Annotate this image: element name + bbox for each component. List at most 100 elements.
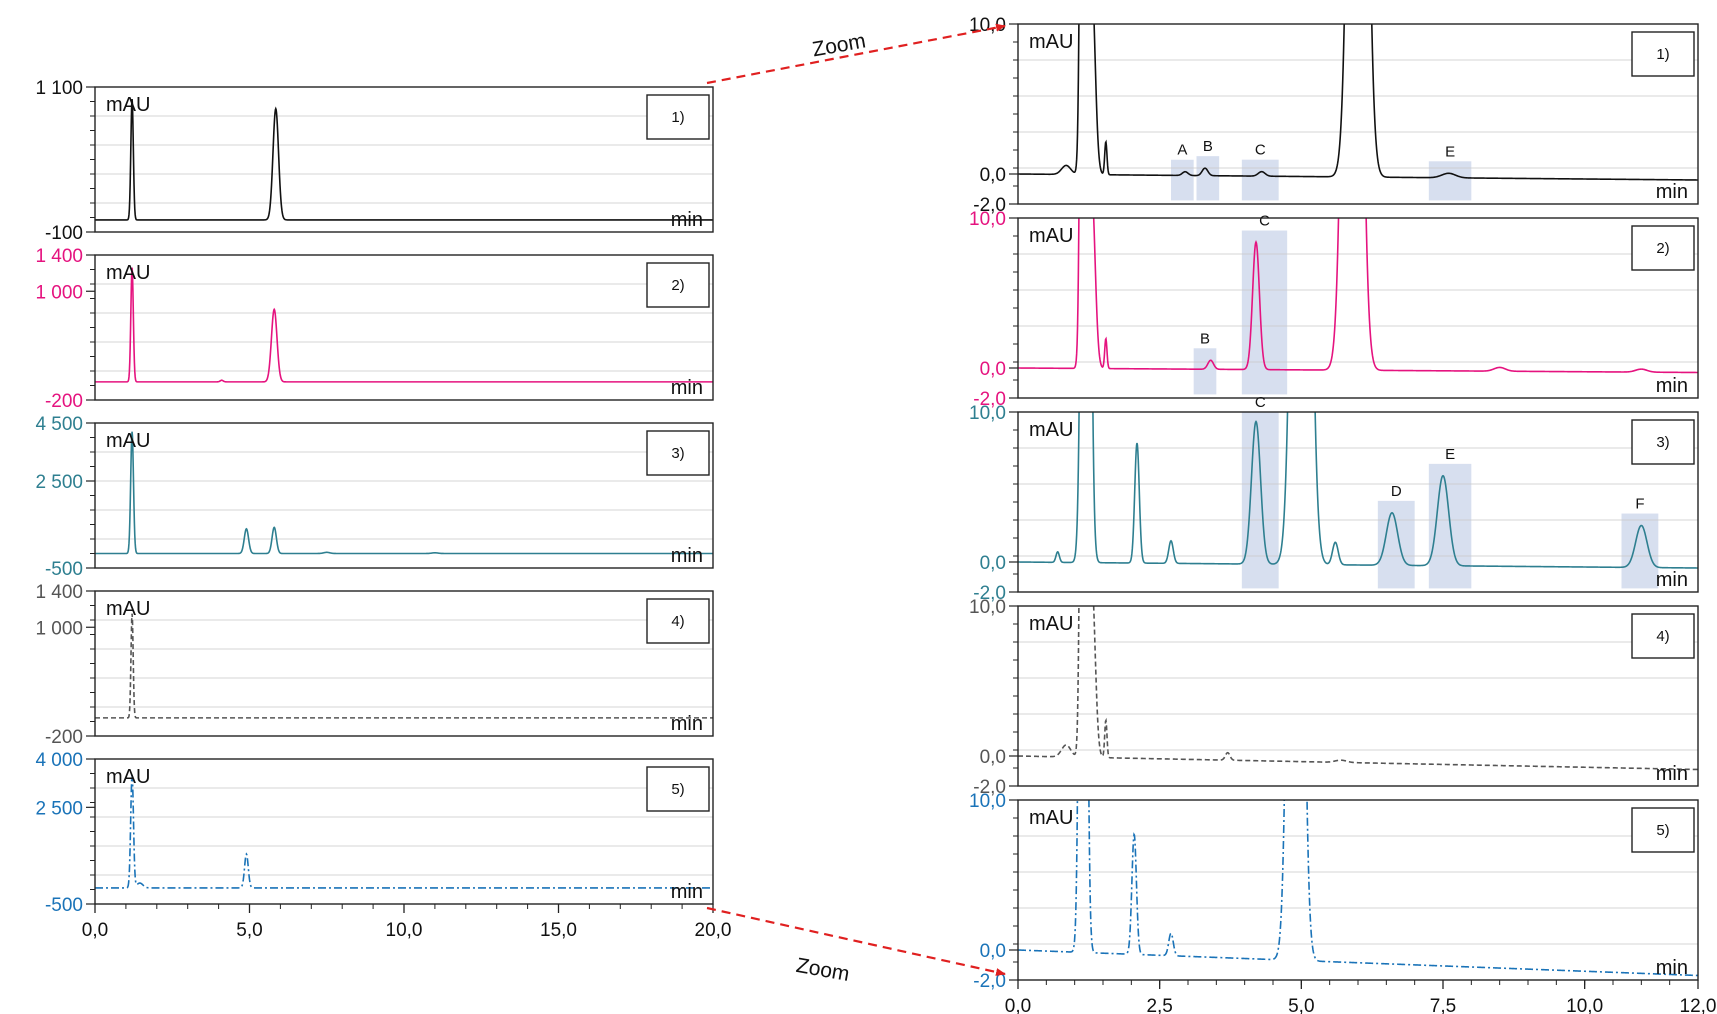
right-ytick-label: -2,0 [973,583,1006,604]
right-ytick-label: 10,0 [969,791,1006,812]
left-ytick-label: 2 500 [35,472,83,493]
peak-highlight-a [1171,159,1194,201]
right-ytick-label: -2,0 [973,195,1006,216]
left-panel-2: 1 400 1 000 -200 mAU min 2) [35,246,714,412]
left-panel-label-box-4 [646,598,710,644]
peak-label-c: C [1259,213,1270,230]
left-ytick-label: -500 [45,559,83,580]
left-trace-3 [95,431,713,555]
zoom-arrow-top [706,23,1006,85]
right-ytick-label: 10,0 [969,403,1006,424]
left-ytick-label: 2 500 [35,798,83,819]
peak-label-c: C [1255,142,1266,159]
right-panel-frame [1017,23,1699,205]
peak-highlight-c [1241,412,1279,589]
right-panel-label-2: 2) [1656,240,1669,257]
right-panel-label-1: 1) [1656,46,1669,63]
right-trace-1 [1018,24,1698,181]
right-ytick-label: -2,0 [973,389,1006,410]
right-xlabel-5: min [1656,957,1688,979]
right-ytick-label: 0,0 [980,359,1006,380]
right-panel-label-4: 4) [1656,628,1669,645]
left-panel-label-5: 5) [671,781,684,798]
right-ytick-label: 0,0 [980,941,1006,962]
right-panel-2: B C 10,0 0,0 -2,0 mAU min 2) [969,209,1699,410]
right-trace-3 [1018,412,1698,569]
right-xlabel-1: min [1656,181,1688,203]
right-ylabel-4: mAU [1029,613,1073,635]
left-panel-label-box-3 [646,430,710,476]
left-panel-label-3: 3) [671,445,684,462]
left-panel-label-box-5 [646,766,710,812]
right-ylabel-1: mAU [1029,31,1073,53]
left-panel-frame [94,86,714,233]
peak-highlight-c [1241,159,1279,201]
right-xtick-label: 10,0 [1566,996,1603,1014]
left-ytick-label: -200 [45,391,83,412]
peak-label-b: B [1200,330,1210,347]
right-ytick-label: 0,0 [980,747,1006,768]
left-panel-1: 1 100 -100 mAU min 1) [35,78,714,244]
right-ytick-label: 0,0 [980,553,1006,574]
zoomed-chromatogram-chart: A B C E10,00,0-2,0mAUmin1)BC10,00,0-2,0mAUm… [969,15,1717,1014]
right-panel-label-box-2 [1631,225,1695,271]
full-chromatogram-chart: 1 100 -100 mAU min 1) 1 400 1 000 -200 mAU min 2) 4… [35,78,731,941]
left-ytick-label: 1 000 [35,282,83,303]
left-ytick-label: -500 [45,895,83,916]
left-panel-5: 4 000 2 500 -500 mAU min 5) [35,750,714,916]
left-ytick-label: 1 400 [35,582,83,603]
left-panel-frame [94,758,714,905]
peak-label-b: B [1203,138,1213,155]
left-panel-frame [94,254,714,401]
left-ytick-label: -200 [45,727,83,748]
peak-label-e: E [1445,143,1455,160]
left-panel-label-2: 2) [671,277,684,294]
right-panel-label-3: 3) [1656,434,1669,451]
right-panel-label-box-1 [1631,31,1695,77]
right-xtick-label: 12,0 [1680,996,1717,1014]
right-ytick-label: -2,0 [973,777,1006,798]
left-ylabel-4: mAU [106,598,150,620]
right-ytick-label: 10,0 [969,209,1006,230]
right-panel-label-box-5 [1631,807,1695,853]
left-xlabel-2: min [671,377,703,399]
peak-highlight-f [1621,513,1659,589]
left-ylabel-5: mAU [106,766,150,788]
left-xtick-label: 20,0 [695,920,732,941]
peak-label-a: A [1177,142,1187,159]
left-ylabel-3: mAU [106,430,150,452]
right-xlabel-2: min [1656,375,1688,397]
left-xtick-label: 15,0 [540,920,577,941]
left-xlabel-4: min [671,713,703,735]
peak-highlight-b [1193,348,1217,395]
left-xlabel-5: min [671,881,703,903]
right-xlabel-4: min [1656,763,1688,785]
right-panel-label-5: 5) [1656,822,1669,839]
left-ylabel-2: mAU [106,262,150,284]
left-trace-5 [95,774,713,889]
right-panel-frame [1017,799,1699,981]
peak-highlight-c [1241,230,1288,395]
right-xtick-label: 7,5 [1430,996,1456,1014]
right-panel-frame [1017,605,1699,787]
left-x-axis: 0,0 5,0 10,0 15,0 20,0 [82,904,732,941]
zoom-label-bottom: Zoom [794,954,851,986]
left-ylabel-1: mAU [106,94,150,116]
right-panel-5: 10,0 0,0 -2,0 mAU min 5) [969,791,1699,992]
right-trace-4 [1018,606,1698,771]
left-panel-label-1: 1) [671,109,684,126]
right-ytick-label: 10,0 [969,597,1006,618]
left-ytick-label: 1 100 [35,78,83,99]
right-x-axis: 0,0 2,5 5,0 7,5 10,0 12,0 [1005,980,1717,1014]
right-ytick-label: 0,0 [980,165,1006,186]
left-trace-1 [95,99,713,221]
left-ytick-label: 1 000 [35,618,83,639]
left-panel-frame [94,422,714,569]
right-xtick-label: 0,0 [1005,996,1031,1014]
left-panel-4: 1 400 1 000 -200 mAU min 4) [35,582,714,748]
left-trace-4 [95,613,713,719]
right-ylabel-5: mAU [1029,807,1073,829]
right-xlabel-3: min [1656,569,1688,591]
left-xtick-label: 10,0 [386,920,423,941]
